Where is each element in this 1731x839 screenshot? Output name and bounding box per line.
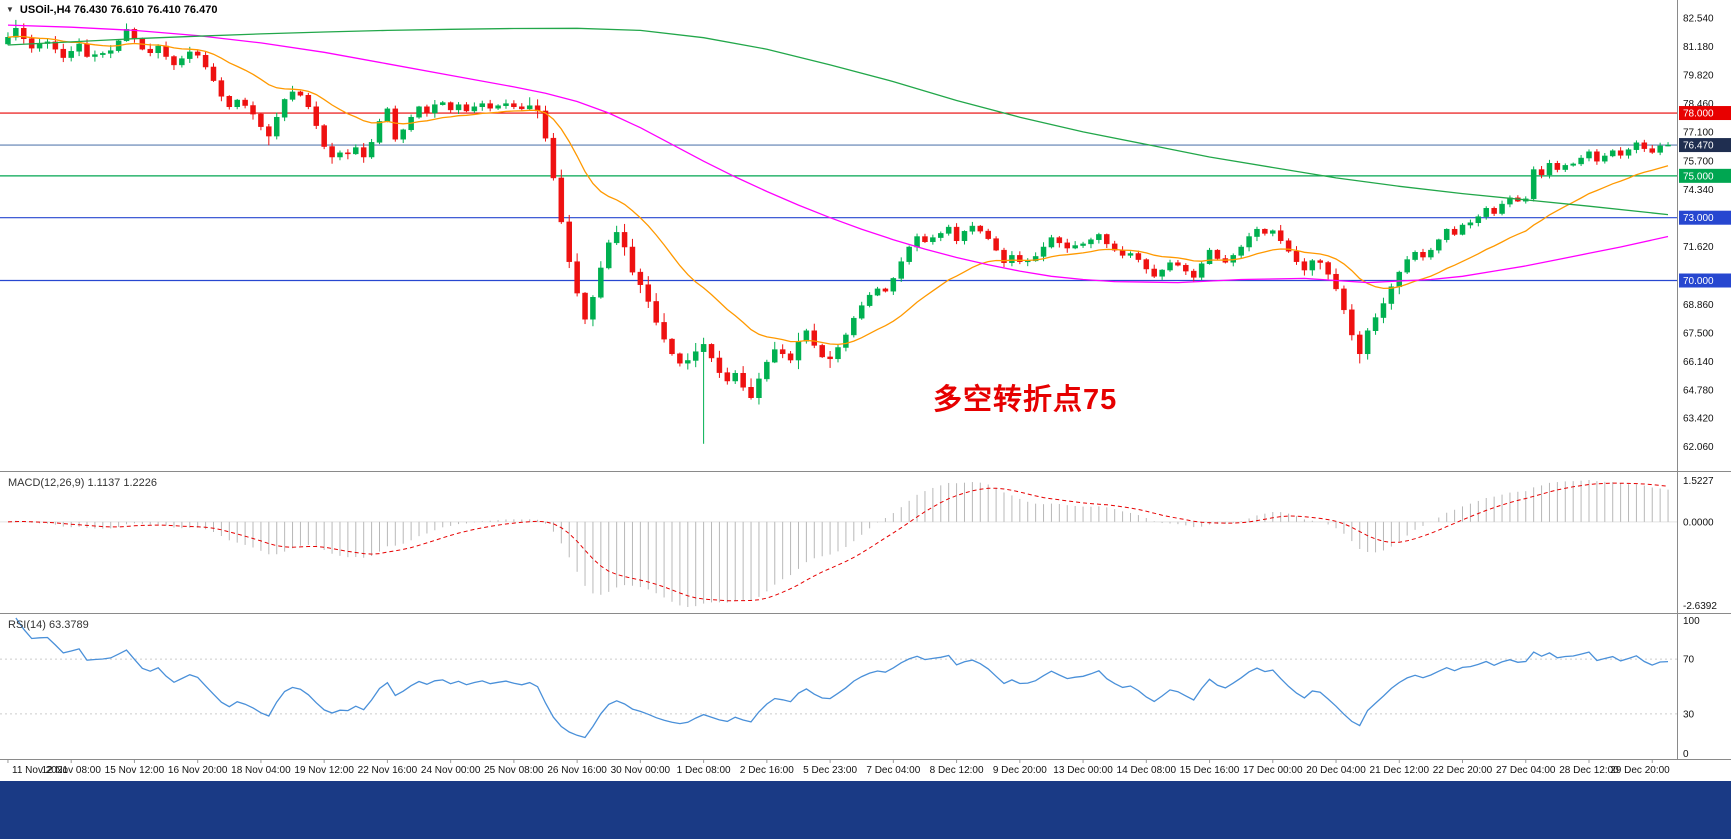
svg-text:30 Nov 00:00: 30 Nov 00:00 bbox=[611, 765, 671, 776]
svg-text:70.000: 70.000 bbox=[1683, 276, 1714, 287]
rsi-line bbox=[15, 617, 1669, 739]
svg-text:14 Dec 08:00: 14 Dec 08:00 bbox=[1117, 765, 1177, 776]
ma-line-slow bbox=[7, 27, 1669, 216]
svg-text:16 Nov 20:00: 16 Nov 20:00 bbox=[168, 765, 228, 776]
pane-dividers bbox=[0, 0, 1731, 760]
svg-text:100: 100 bbox=[1683, 616, 1700, 627]
svg-text:5 Dec 23:00: 5 Dec 23:00 bbox=[803, 765, 857, 776]
macd-pane: 1.5227 0.0000 -2.6392 bbox=[0, 476, 1717, 612]
ma-line-fast bbox=[7, 35, 1669, 346]
svg-text:24 Nov 00:00: 24 Nov 00:00 bbox=[421, 765, 481, 776]
svg-text:81.180: 81.180 bbox=[1683, 42, 1714, 53]
rsi-indicator-label: RSI(14) 63.3789 bbox=[8, 619, 89, 631]
svg-text:19 Nov 12:00: 19 Nov 12:00 bbox=[294, 765, 354, 776]
svg-text:74.340: 74.340 bbox=[1683, 185, 1714, 196]
svg-text:22 Dec 20:00: 22 Dec 20:00 bbox=[1433, 765, 1493, 776]
svg-text:8 Dec 12:00: 8 Dec 12:00 bbox=[930, 765, 984, 776]
ma-line-mid bbox=[7, 24, 1669, 284]
svg-text:28 Dec 12:00: 28 Dec 12:00 bbox=[1559, 765, 1619, 776]
macd-indicator-label: MACD(12,26,9) 1.1137 1.2226 bbox=[8, 477, 157, 489]
svg-text:15 Nov 12:00: 15 Nov 12:00 bbox=[105, 765, 165, 776]
svg-text:76.470: 76.470 bbox=[1683, 141, 1714, 152]
svg-text:21 Dec 12:00: 21 Dec 12:00 bbox=[1370, 765, 1430, 776]
svg-text:63.420: 63.420 bbox=[1683, 414, 1714, 425]
window-footer bbox=[0, 781, 1731, 839]
svg-text:0: 0 bbox=[1683, 749, 1689, 760]
svg-text:66.140: 66.140 bbox=[1683, 357, 1714, 368]
svg-text:20 Dec 04:00: 20 Dec 04:00 bbox=[1306, 765, 1366, 776]
chart-title-bar: ▼ USOil-,H4 76.430 76.610 76.410 76.470 bbox=[6, 4, 217, 16]
candles-layer bbox=[5, 19, 1671, 444]
level-lines-layer bbox=[0, 112, 1677, 282]
svg-text:11 Nov 2021: 11 Nov 2021 bbox=[12, 765, 68, 776]
svg-text:62.060: 62.060 bbox=[1683, 442, 1714, 453]
price-tag-75.000 bbox=[1679, 168, 1731, 183]
svg-text:78.460: 78.460 bbox=[1683, 99, 1714, 110]
svg-text:78.000: 78.000 bbox=[1683, 109, 1714, 120]
svg-text:73.000: 73.000 bbox=[1683, 213, 1714, 224]
svg-text:67.500: 67.500 bbox=[1683, 328, 1714, 339]
price-axis[interactable]: 82.540 81.180 79.820 78.460 77.100 75.700 74.3… bbox=[1679, 14, 1731, 454]
svg-text:12 Nov 08:00: 12 Nov 08:00 bbox=[41, 765, 101, 776]
price-tag-73.000 bbox=[1679, 210, 1731, 225]
svg-text:75.000: 75.000 bbox=[1683, 171, 1714, 182]
svg-text:9 Dec 20:00: 9 Dec 20:00 bbox=[993, 765, 1047, 776]
svg-text:2 Dec 16:00: 2 Dec 16:00 bbox=[740, 765, 794, 776]
svg-text:26 Nov 16:00: 26 Nov 16:00 bbox=[547, 765, 607, 776]
price-tag-78.000 bbox=[1679, 106, 1731, 121]
rsi-pane: 100 70 30 0 bbox=[0, 616, 1700, 760]
svg-text:30: 30 bbox=[1683, 709, 1695, 720]
moving-averages-layer bbox=[7, 24, 1669, 346]
svg-text:1 Dec 08:00: 1 Dec 08:00 bbox=[677, 765, 731, 776]
chart-canvas[interactable]: 1.5227 0.0000 -2.6392 100 70 30 0 82.540 81.180 7… bbox=[0, 0, 1731, 781]
price-tag-70.000 bbox=[1679, 273, 1731, 288]
macd-signal-line bbox=[7, 482, 1669, 602]
svg-text:15 Dec 16:00: 15 Dec 16:00 bbox=[1180, 765, 1240, 776]
svg-text:82.540: 82.540 bbox=[1683, 14, 1714, 25]
svg-text:25 Nov 08:00: 25 Nov 08:00 bbox=[484, 765, 544, 776]
svg-text:79.820: 79.820 bbox=[1683, 70, 1714, 81]
svg-text:70: 70 bbox=[1683, 655, 1695, 666]
chart-collapse-icon[interactable]: ▼ bbox=[6, 5, 14, 14]
svg-text:17 Dec 00:00: 17 Dec 00:00 bbox=[1243, 765, 1303, 776]
svg-text:22 Nov 16:00: 22 Nov 16:00 bbox=[358, 765, 418, 776]
svg-text:77.100: 77.100 bbox=[1683, 127, 1714, 138]
svg-text:13 Dec 00:00: 13 Dec 00:00 bbox=[1053, 765, 1113, 776]
price-tag-76.470 bbox=[1679, 138, 1731, 153]
svg-text:18 Nov 04:00: 18 Nov 04:00 bbox=[231, 765, 291, 776]
symbol-title: USOil-,H4 76.430 76.610 76.410 76.470 bbox=[19, 4, 218, 16]
svg-text:71.620: 71.620 bbox=[1683, 242, 1714, 253]
chart-text-annotation: 多空转折点75 bbox=[933, 384, 1118, 416]
svg-text:7 Dec 04:00: 7 Dec 04:00 bbox=[866, 765, 920, 776]
svg-text:0.0000: 0.0000 bbox=[1683, 517, 1714, 528]
svg-text:-2.6392: -2.6392 bbox=[1683, 601, 1717, 612]
svg-text:75.700: 75.700 bbox=[1683, 157, 1714, 168]
svg-text:64.780: 64.780 bbox=[1683, 385, 1714, 396]
svg-text:68.860: 68.860 bbox=[1683, 300, 1714, 311]
svg-text:1.5227: 1.5227 bbox=[1683, 476, 1714, 487]
svg-text:29 Dec 20:00: 29 Dec 20:00 bbox=[1610, 765, 1670, 776]
svg-text:27 Dec 04:00: 27 Dec 04:00 bbox=[1496, 765, 1556, 776]
